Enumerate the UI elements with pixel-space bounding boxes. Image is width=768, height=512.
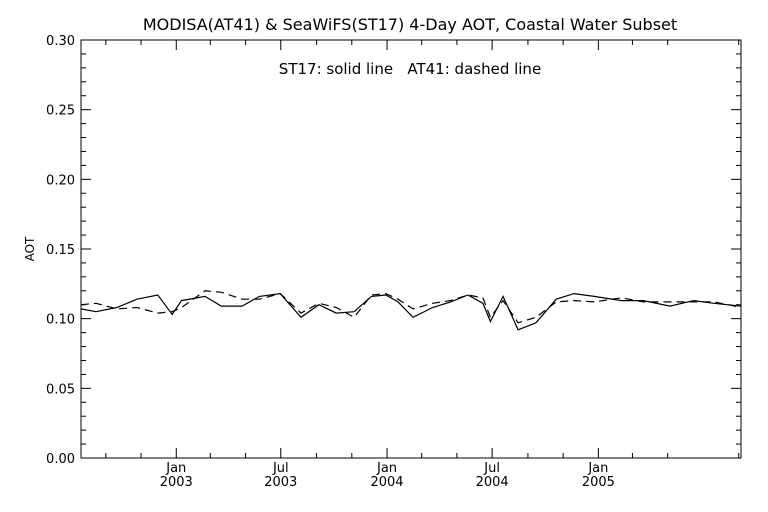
x-tick-month-label: Jul bbox=[483, 461, 500, 476]
y-tick-label: 0.30 bbox=[46, 34, 75, 49]
series-line-st17 bbox=[80, 292, 742, 331]
x-tick-month-label: Jan bbox=[376, 461, 397, 476]
y-tick-label: 0.25 bbox=[46, 104, 75, 119]
x-tick-year-label: 2003 bbox=[160, 475, 193, 490]
chart-title: MODISA(AT41) & SeaWiFS(ST17) 4-Day AOT, … bbox=[143, 15, 677, 34]
legend-annotation: ST17: solid line AT41: dashed line bbox=[279, 60, 541, 78]
y-tick-label: 0.00 bbox=[46, 452, 75, 467]
y-axis-label: AOT bbox=[23, 236, 37, 261]
series-line-at41 bbox=[80, 290, 742, 324]
y-tick-label: 0.05 bbox=[46, 382, 75, 397]
y-tick-label: 0.15 bbox=[46, 243, 75, 258]
x-tick-month-label: Jan bbox=[165, 461, 186, 476]
x-tick-month-label: Jan bbox=[587, 461, 608, 476]
x-tick-year-label: 2004 bbox=[476, 475, 509, 490]
x-tick-year-label: 2005 bbox=[582, 475, 615, 490]
y-tick-label: 0.20 bbox=[46, 173, 75, 188]
x-tick-month-label: Jul bbox=[272, 461, 289, 476]
plot-frame bbox=[80, 39, 742, 459]
series-layer bbox=[80, 290, 742, 331]
y-axis: 0.00 0.05 0.10 0.15 0.20 0.25 0.30 bbox=[46, 34, 741, 467]
x-tick-year-label: 2003 bbox=[264, 475, 297, 490]
x-tick-year-label: 2004 bbox=[370, 475, 403, 490]
y-tick-label: 0.10 bbox=[46, 313, 75, 328]
